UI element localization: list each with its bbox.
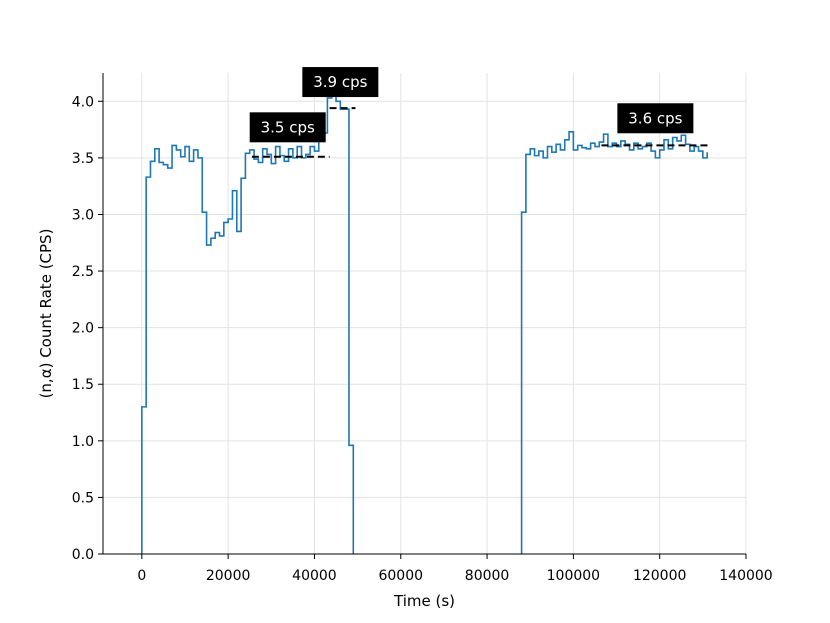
ticks: 0 20000 40000 60000 80000 100000 120000 140000 0… (72, 94, 773, 584)
annotation-label: 3.6 cps (628, 109, 682, 127)
reference-lines (251, 107, 710, 158)
x-tick-label: 0 (137, 568, 146, 584)
annotation-box (249, 112, 326, 143)
x-tick-label: 120000 (633, 568, 686, 584)
annotation-label: 3.9 cps (313, 73, 367, 91)
series-layer (141, 93, 708, 554)
y-tick-label: 2.5 (72, 264, 94, 280)
count-rate-step-line (520, 131, 708, 554)
annotation-box (617, 103, 694, 134)
grid (103, 73, 747, 555)
y-tick-label: 3.5 (72, 151, 94, 167)
y-tick-label: 3.0 (72, 207, 94, 223)
x-axis-label: Time (s) (393, 592, 455, 610)
x-tick-label: 40000 (292, 568, 337, 584)
y-tick-label: 0.5 (72, 490, 94, 506)
x-tick-label: 60000 (378, 568, 423, 584)
annotations: 3.5 cps 3.9 cps 3.6 cps (249, 67, 694, 143)
count-rate-step-line (141, 93, 355, 554)
x-tick-label: 100000 (547, 568, 600, 584)
x-tick-label: 140000 (719, 568, 772, 584)
y-tick-label: 1.5 (72, 377, 94, 393)
y-axis-label: (n,α) Count Rate (CPS) (37, 229, 55, 399)
annotation-box (302, 67, 379, 98)
annotation-label: 3.5 cps (261, 118, 315, 136)
y-tick-label: 2.0 (72, 321, 94, 337)
x-tick-label: 20000 (206, 568, 251, 584)
y-tick-label: 1.0 (72, 434, 94, 450)
y-tick-label: 4.0 (72, 94, 94, 110)
y-tick-label: 0.0 (72, 547, 94, 563)
x-tick-label: 80000 (465, 568, 510, 584)
axes (102, 73, 746, 555)
